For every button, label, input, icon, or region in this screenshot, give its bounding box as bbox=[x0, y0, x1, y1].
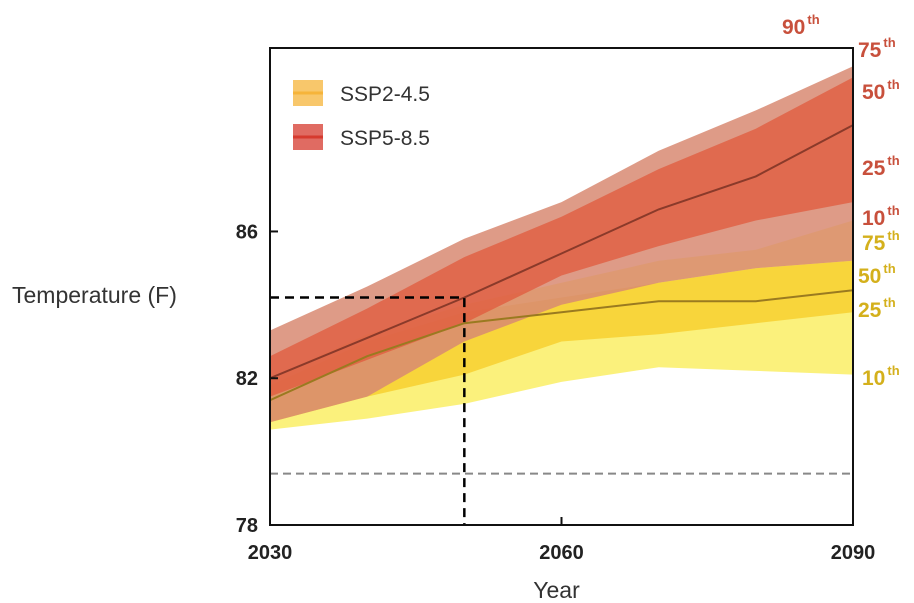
legend: SSP2-4.5 SSP5-8.5 bbox=[293, 80, 430, 150]
reference-lines bbox=[270, 296, 853, 525]
x-tick-label-2030: 2030 bbox=[248, 542, 293, 564]
ssp2-4-5-median-line bbox=[270, 289, 853, 402]
x-tick-label-2090: 2090 bbox=[831, 542, 876, 564]
reference-dashed-crosshair bbox=[270, 296, 466, 525]
y-tick-label-86: 86 bbox=[236, 221, 258, 243]
y-tick-label-82: 82 bbox=[236, 368, 258, 390]
y-tick-label-78: 78 bbox=[236, 515, 258, 537]
axis-ticks: 78 82 86 2030 2060 2090 bbox=[236, 221, 876, 564]
median-lines bbox=[270, 124, 853, 402]
ssp5-8-5-median-line bbox=[270, 124, 853, 380]
x-tick-label-2060: 2060 bbox=[539, 542, 584, 564]
ssp2-4-5-legend-label: SSP2-4.5 bbox=[340, 83, 430, 106]
y-axis-title: Temperature (F) bbox=[12, 282, 177, 308]
ssp5-8-5-legend-label: SSP5-8.5 bbox=[340, 127, 430, 150]
x-axis-title: Year bbox=[533, 577, 580, 603]
